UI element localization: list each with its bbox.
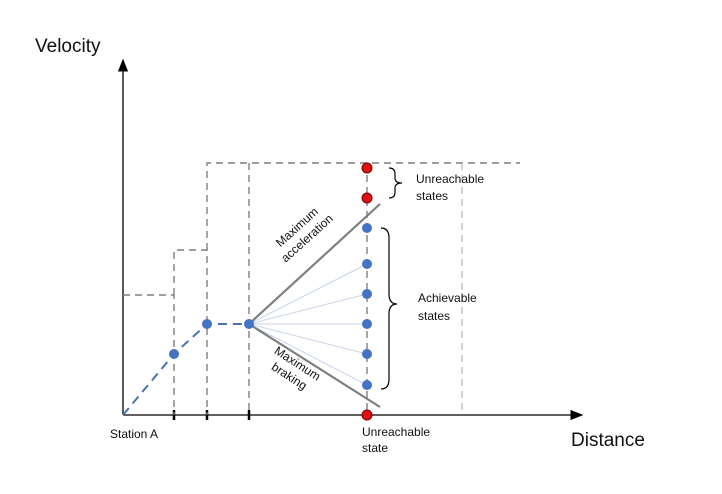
achievable-states-label-line2: states [418, 309, 450, 323]
achievable-node [362, 319, 372, 329]
trajectory-node [244, 319, 254, 329]
unreachable-states-label-line1: Unreachable [416, 172, 484, 186]
achievable-states-label-line1: Achievable [418, 291, 477, 305]
max-acceleration-line [248, 203, 381, 325]
unreachable-brace [388, 167, 403, 199]
achievable-node [362, 259, 372, 269]
station-a-label: Station A [110, 427, 158, 441]
trajectory-line [122, 323, 249, 416]
achievable-nodes [362, 223, 372, 390]
unreachable-node [361, 192, 373, 204]
achievable-node [362, 349, 372, 359]
reachable-fan [248, 263, 368, 386]
unreachable-states-label-line2: states [416, 189, 448, 203]
unreachable-node [361, 409, 373, 421]
achievable-node [362, 223, 372, 233]
trajectory-node [169, 349, 179, 359]
unreachable-nodes [361, 162, 373, 421]
unreachable-state-label-line2: state [362, 441, 388, 455]
achievable-brace [380, 227, 398, 390]
trajectory-node [202, 319, 212, 329]
unreachable-node [361, 162, 373, 174]
max-braking-label: Maximum braking [269, 344, 323, 393]
max-acceleration-label: Maximum acceleration [273, 204, 336, 265]
unreachable-state-label-line1: Unreachable [362, 425, 430, 439]
speed-limit-profile [123, 162, 520, 415]
achievable-node [362, 380, 372, 390]
trajectory-nodes [169, 319, 254, 359]
y-axis-title: Velocity [35, 36, 101, 57]
achievable-node [362, 289, 372, 299]
max-braking-line [248, 323, 381, 408]
x-axis-title: Distance [571, 430, 645, 451]
